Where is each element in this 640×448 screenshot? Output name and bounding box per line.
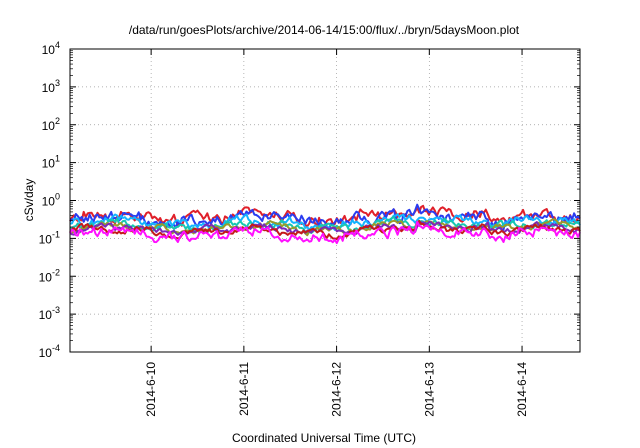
y-tick-label: 10-2	[39, 267, 60, 284]
series-line	[69, 219, 581, 241]
chart-title: /data/run/goesPlots/archive/2014-06-14/1…	[129, 23, 520, 37]
series-line	[69, 220, 581, 245]
y-tick-label: 103	[42, 78, 60, 95]
y-tick-label: 10-3	[39, 305, 60, 322]
x-tick-label: 2014-6-10	[144, 362, 158, 417]
x-tick-label: 2014-6-14	[515, 362, 529, 417]
grid	[70, 49, 580, 352]
y-axis-label: cSv/day	[22, 179, 36, 222]
series-layer	[69, 203, 581, 245]
x-tick-label: 2014-6-11	[237, 362, 251, 416]
y-tick-label: 100	[42, 192, 60, 209]
y-axis: 104 103 102 101 100 10-1 10-2 10-3 10-4	[39, 40, 580, 360]
x-tick-label: 2014-6-12	[330, 362, 344, 417]
x-axis: 2014-6-10 2014-6-11 2014-6-12 2014-6-13 2014…	[144, 49, 529, 417]
y-tick-label: 101	[42, 154, 60, 171]
y-tick-label: 104	[42, 40, 60, 57]
y-tick-label: 10-4	[39, 343, 60, 360]
series-line	[69, 203, 581, 232]
y-tick-label: 10-1	[39, 229, 60, 246]
x-axis-label: Coordinated Universal Time (UTC)	[232, 431, 416, 445]
x-tick-label: 2014-6-13	[422, 362, 436, 417]
y-tick-label: 102	[42, 116, 60, 133]
